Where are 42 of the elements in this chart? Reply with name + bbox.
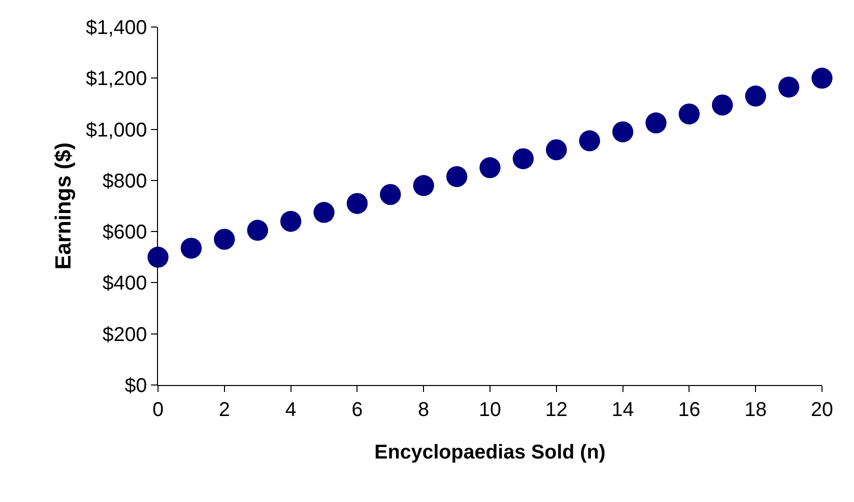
point [446, 166, 468, 188]
point [579, 130, 600, 152]
y-axis-title: Earnings ($) [50, 142, 76, 270]
x-tick-label: 6 [352, 399, 363, 421]
point [678, 103, 700, 124]
x-tick-label: 18 [744, 399, 767, 421]
point [778, 76, 800, 98]
point [712, 94, 733, 116]
x-tick-label: 0 [152, 399, 164, 421]
point [546, 139, 567, 160]
x-tick-label: 10 [478, 399, 502, 421]
y-tick-label: $1,200 [86, 68, 147, 90]
x-tick-label: 8 [418, 399, 430, 421]
point [413, 175, 434, 196]
y-tick-label: $1,000 [86, 119, 147, 142]
point [380, 184, 401, 205]
y-tick-label: $600 [102, 222, 147, 244]
point [512, 148, 534, 170]
point [646, 112, 666, 134]
x-tick-label: 14 [612, 399, 634, 421]
point [214, 228, 235, 250]
y-tick-label: $1,400 [86, 17, 147, 39]
point [180, 238, 202, 259]
x-axis-title: Encyclopaedias Sold (n) [374, 442, 606, 464]
point [812, 68, 832, 89]
point [346, 192, 368, 214]
x-tick-label: 12 [545, 399, 568, 421]
point [314, 202, 334, 223]
point [745, 86, 766, 107]
point [612, 121, 634, 142]
x-tick-label: 20 [810, 399, 834, 421]
x-tick-label: 2 [218, 399, 230, 421]
point [280, 210, 302, 232]
y-tick-label: $0 [124, 375, 147, 397]
y-tick-label: $800 [102, 170, 147, 192]
point [480, 157, 500, 178]
point [148, 246, 168, 268]
y-tick-label: $400 [102, 272, 147, 295]
x-tick-label: 16 [678, 399, 700, 421]
point [247, 220, 268, 241]
x-tick-label: 4 [285, 399, 296, 421]
y-tick-label: $200 [102, 324, 147, 346]
